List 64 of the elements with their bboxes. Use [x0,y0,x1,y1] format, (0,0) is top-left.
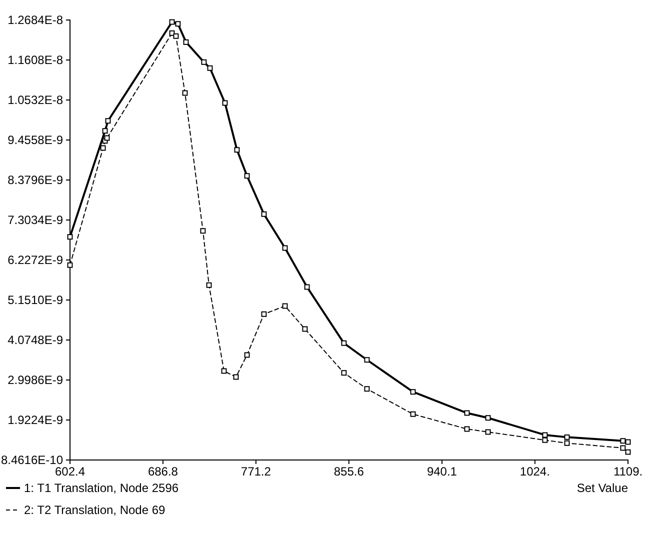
point [341,370,347,376]
point [206,282,212,288]
point [485,415,491,421]
point [100,145,106,151]
y-tick-label: 8.3796E-9 [8,172,64,187]
point [102,128,108,134]
point [302,326,308,332]
point [201,59,207,65]
x-tick-label: 686.8 [148,464,178,479]
point [410,389,416,395]
point [67,234,73,240]
x-tick-label: 1024. [520,464,550,479]
point [105,118,111,124]
point [183,39,189,45]
point [261,311,267,317]
y-tick-label: 1.1608E-8 [8,52,64,67]
point [364,357,370,363]
y-tick-label: 7.3034E-9 [8,212,64,227]
x-tick-label: 1109. [613,464,643,479]
y-tick-label: 1.9224E-9 [8,412,64,427]
x-tick-label: 771.2 [240,464,272,479]
y-tick-label: 4.0748E-9 [8,332,64,347]
point [564,440,570,446]
y-tick-label: 8.4616E-10 [0,452,64,467]
point [564,434,570,440]
y-tick-label: 1.0532E-8 [8,92,64,107]
point [620,445,626,451]
point [261,211,267,217]
point [620,438,626,444]
y-tick-label: 5.1510E-9 [8,292,64,307]
point [222,100,228,106]
point [207,65,213,71]
point [221,368,227,374]
point [67,262,73,268]
x-tick-label: 855.6 [334,464,364,479]
point [282,303,288,309]
point [173,33,179,39]
point [200,228,206,234]
point [234,147,240,153]
point [410,411,416,417]
point [625,439,631,445]
legend-label: 2: T2 Translation, Node 69 [24,503,166,517]
y-tick-label: 6.2272E-9 [8,252,64,267]
point [244,173,250,179]
point [542,437,548,443]
point [364,386,370,392]
point [542,432,548,438]
x-axis-title: Set Value [576,481,628,495]
y-tick-label: 9.4558E-9 [8,132,64,147]
x-tick-label: 602.4 [54,464,86,479]
point [625,449,631,455]
y-tick-label: 1.2684E-8 [8,12,64,27]
point [175,21,181,27]
point [464,410,470,416]
x-tick-label: 940.1 [426,464,458,479]
point [464,426,470,432]
point [485,429,491,435]
point [233,374,239,380]
legend-label: 1: T1 Translation, Node 2596 [24,481,179,495]
point [104,135,110,141]
point [341,340,347,346]
point [304,284,310,290]
point [244,352,250,358]
y-tick-label: 2.9986E-9 [8,372,64,387]
